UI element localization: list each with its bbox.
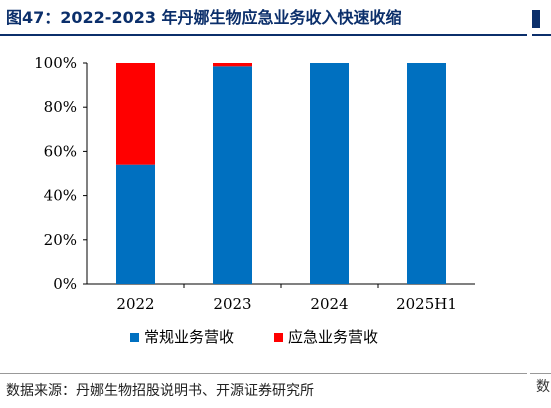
stacked-bar-chart: 0% 20% 40% 60% 80% 100% 2022 2023 2024 2025H1 常规业务… — [34, 54, 475, 346]
bar-segment-regular — [310, 63, 349, 284]
y-tick-label: 80% — [44, 98, 77, 116]
title-divider — [0, 34, 527, 36]
legend-swatch-emergency — [274, 333, 283, 342]
adjacent-figure-divider — [532, 34, 551, 36]
bar-segment-emergency — [116, 63, 155, 165]
bar-segment-regular — [407, 63, 446, 284]
legend-label-regular: 常规业务营收 — [144, 328, 234, 346]
legend-label-emergency: 应急业务营收 — [288, 328, 378, 346]
x-tick-label: 2025H1 — [396, 295, 457, 313]
bar-segment-regular — [213, 66, 252, 284]
y-tick-label: 60% — [44, 142, 77, 160]
y-tick-label: 40% — [44, 187, 77, 205]
y-tick-label: 100% — [34, 54, 77, 72]
bar-segment-regular — [116, 164, 155, 284]
x-tick-label: 2022 — [116, 295, 154, 313]
x-tick-label: 2023 — [213, 295, 251, 313]
x-tick-label: 2024 — [310, 295, 348, 313]
y-tick-label: 0% — [53, 275, 77, 293]
source-note: 数据来源：丹娜生物招股说明书、开源证券研究所 — [6, 383, 314, 399]
adjacent-source-fragment: 数 — [536, 379, 550, 395]
legend-swatch-regular — [130, 333, 139, 342]
y-tick-label: 20% — [44, 231, 77, 249]
chart-title: 图47：2022-2023 年丹娜生物应急业务收入快速收缩 — [6, 8, 402, 27]
adjacent-figure-marker — [532, 10, 540, 28]
footer-divider — [0, 373, 527, 374]
adjacent-footer-divider — [530, 373, 551, 374]
bar-segment-emergency — [213, 63, 252, 67]
